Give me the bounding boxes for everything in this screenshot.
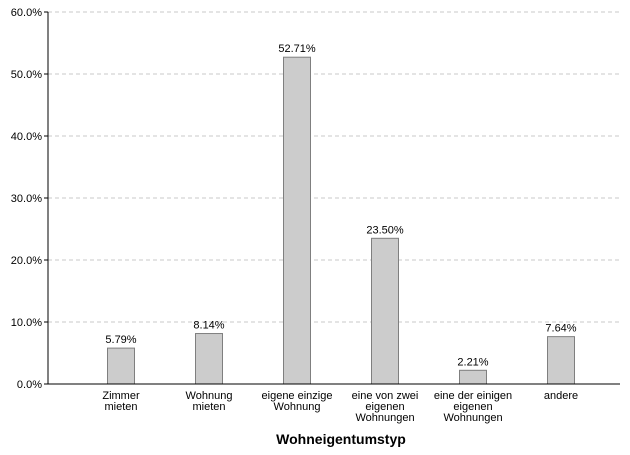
x-category-label: Wohnung mieten — [186, 390, 233, 413]
y-tick-label: 10.0% — [11, 317, 42, 329]
y-tick-label: 20.0% — [11, 255, 42, 267]
data-label: 52.71% — [278, 43, 316, 55]
x-category-label-line: Wohnung — [186, 390, 233, 402]
x-category-label: eigene einzige Wohnung — [262, 390, 333, 413]
x-axis-title: Wohneigentumstyp — [276, 431, 406, 447]
bar — [107, 347, 135, 385]
bar — [547, 336, 575, 385]
x-category-label-line: eigenen — [365, 401, 404, 413]
bar — [371, 237, 399, 385]
grid-lines — [48, 11, 620, 323]
x-category-label-line: Zimmer — [102, 390, 140, 402]
y-tick-label: 50.0% — [11, 69, 42, 81]
x-category-label-line: eigene einzige — [262, 390, 333, 402]
data-label: 8.14% — [193, 320, 224, 332]
x-category-label-line: eine der einigen — [434, 390, 512, 402]
y-tick-label: 40.0% — [11, 131, 42, 143]
x-category-label-line: mieten — [192, 401, 225, 413]
x-category-label: Zimmer mieten — [102, 390, 140, 413]
x-category-label-line: Wohnung — [274, 401, 321, 413]
y-tick-label: 60.0% — [11, 7, 42, 19]
x-category-label: eine von zwei eigenen Wohnungen — [352, 390, 419, 424]
bar — [459, 369, 487, 385]
x-category-label-line: Wohnungen — [443, 412, 502, 424]
y-tick-label: 0.0% — [17, 379, 42, 391]
axes — [44, 11, 620, 385]
data-label: 23.50% — [366, 224, 404, 236]
x-category-label-line: mieten — [104, 401, 137, 413]
x-category-label-line: Wohnungen — [355, 412, 414, 424]
bars — [107, 56, 575, 385]
x-category-label-line: eine von zwei — [352, 390, 419, 402]
x-category-label-line: andere — [544, 390, 578, 402]
data-label: 5.79% — [105, 334, 136, 346]
bar — [195, 333, 223, 385]
data-label: 7.64% — [545, 323, 576, 335]
x-category-label: andere — [544, 390, 578, 402]
bar — [283, 56, 311, 385]
x-category-label: eine der einigen eigenen Wohnungen — [434, 390, 512, 424]
x-category-label-line: eigenen — [453, 401, 492, 413]
data-label: 2.21% — [457, 356, 488, 368]
data-labels: 5.79% 8.14% 52.71% 23.50% 2.21% 7.64% — [105, 43, 576, 368]
y-tick-label: 30.0% — [11, 193, 42, 205]
y-tick-labels: 0.0% 10.0% 20.0% 30.0% 40.0% 50.0% 60.0% — [11, 7, 42, 391]
